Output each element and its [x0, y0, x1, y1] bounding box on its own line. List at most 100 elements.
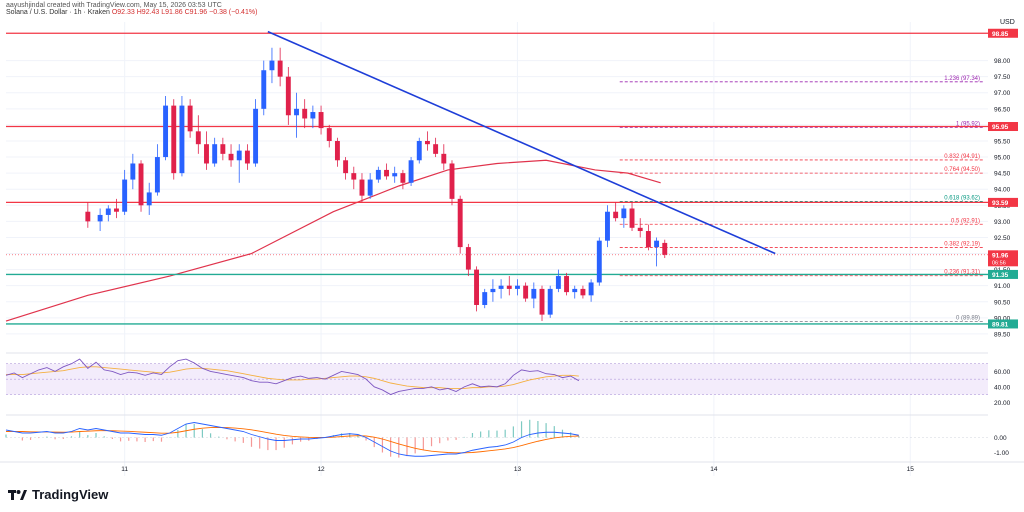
candle-body [163, 105, 169, 158]
rsi-tick-label: 40.00 [994, 384, 1011, 391]
time-tick-label: 13 [514, 466, 522, 473]
price-tick-label: 94.50 [994, 171, 1011, 178]
candle-body [302, 108, 308, 119]
ohlc-values: O92.33 H92.43 L91.86 C91.96 −0.38 (−0.41… [111, 9, 258, 16]
last-price-countdown: 06:56 [992, 260, 1006, 266]
candle-body [171, 105, 177, 174]
candle-body [564, 276, 570, 293]
candle-body [662, 242, 668, 255]
trendline-layer[interactable] [267, 30, 776, 255]
candle-body [482, 292, 488, 305]
candle-body [441, 153, 447, 164]
candle-body [613, 211, 619, 219]
currency-label: USD [1000, 19, 1015, 26]
candle-body [138, 163, 144, 206]
candle-body [122, 179, 128, 212]
candle-body [457, 198, 463, 248]
price-tick-label: 90.50 [994, 299, 1011, 306]
price-tick-label: 94.00 [994, 187, 1011, 194]
candle-body [359, 179, 365, 196]
fib-level-label: 0.618 (93.62) [944, 195, 980, 201]
last-price-label: 91.96 [992, 252, 1009, 259]
candle-body [572, 288, 578, 293]
candle-body [375, 169, 381, 180]
fib-level-label: 0.832 (94.91) [944, 154, 980, 160]
candle-body [244, 150, 250, 164]
fib-level-label: 1 (95.92) [956, 121, 980, 127]
candle-body [277, 60, 283, 77]
price-tick-label: 92.50 [994, 235, 1011, 242]
price-tick-label: 89.50 [994, 331, 1011, 338]
candle-body [187, 105, 193, 132]
candle-body [384, 169, 389, 177]
price-tick-label: 91.00 [994, 283, 1011, 290]
level-tag [988, 197, 1018, 207]
candle-body [179, 105, 185, 174]
candle-body [433, 144, 439, 154]
tradingview-logo-icon [8, 489, 27, 500]
price-tick-label: 97.50 [994, 74, 1011, 81]
candle-body [154, 157, 160, 193]
price-axis[interactable]: USD89.5090.0090.5091.0091.5092.0092.5093… [988, 14, 1024, 484]
rsi-pane [5, 352, 988, 396]
candle-body [212, 144, 218, 164]
candle-body [498, 285, 504, 289]
candle-body [400, 173, 406, 183]
candle-body [449, 163, 455, 199]
candle-body [130, 163, 136, 180]
candle-body [580, 288, 586, 296]
level-tag [988, 122, 1018, 132]
level-tag-label: 89.81 [992, 321, 1009, 328]
time-tick-label: 12 [317, 466, 325, 473]
candle-body [85, 211, 91, 222]
rsi-tick-label: 60.00 [994, 369, 1011, 376]
symbol-title[interactable]: Solana / U.S. Dollar · 1h · Kraken [6, 9, 110, 16]
macd-tick-label: -1.00 [994, 450, 1009, 457]
candle-body [424, 140, 430, 145]
level-tag [988, 319, 1018, 329]
macd-line [5, 422, 579, 457]
fibonacci-layer: 1.236 (97.34) 1 (95.92) 0.832 (94.91) 0.764… [619, 76, 984, 322]
bearish-trendline [267, 30, 776, 255]
candle-body [547, 288, 553, 315]
rsi-line [5, 358, 580, 396]
time-axis[interactable]: 101112131415161718 [0, 461, 1024, 473]
tradingview-logo[interactable]: TradingView [8, 487, 108, 502]
candle-body [195, 131, 201, 145]
price-tick-label: 96.50 [994, 106, 1011, 113]
level-tag [988, 269, 1018, 279]
price-tick-label: 98.00 [994, 58, 1011, 65]
level-tag [988, 28, 1018, 38]
candle-body [294, 108, 299, 116]
fib-level-label: 0.5 (92.91) [951, 218, 980, 224]
candle-body [506, 285, 512, 289]
candle-body [605, 211, 610, 241]
candle-body [146, 192, 152, 206]
candle-body [539, 288, 545, 315]
fib-level-label: 0 (89.89) [956, 315, 980, 321]
candle-body [253, 108, 259, 164]
candle-body [645, 231, 651, 248]
candle-body [392, 173, 398, 177]
candle-body [105, 208, 111, 215]
level-tag-label: 91.35 [992, 272, 1009, 279]
time-tick-label: 15 [907, 466, 915, 473]
candle-body [588, 282, 594, 296]
price-tick-label: 97.00 [994, 90, 1011, 97]
fib-level-label: 0.382 (92.19) [944, 241, 980, 247]
candle-body [621, 208, 627, 219]
price-chart[interactable]: 1.236 (97.34) 1 (95.92) 0.832 (94.91) 0.764… [0, 14, 1024, 484]
symbol-line: Solana / U.S. Dollar · 1h · Kraken O92.3… [6, 9, 257, 16]
moving-average-layer [5, 159, 661, 322]
candle-body [465, 247, 471, 270]
candle-body [326, 128, 332, 141]
candle-body [114, 208, 119, 212]
last-price-tag [988, 250, 1018, 267]
candle-body [285, 76, 291, 116]
author-line: aayushjindal created with TradingView.co… [6, 2, 222, 9]
candle-body [261, 70, 267, 109]
candle-body [334, 140, 340, 161]
moving-average-line [5, 159, 661, 322]
price-tick-label: 95.50 [994, 138, 1011, 145]
candle-body [269, 60, 275, 71]
